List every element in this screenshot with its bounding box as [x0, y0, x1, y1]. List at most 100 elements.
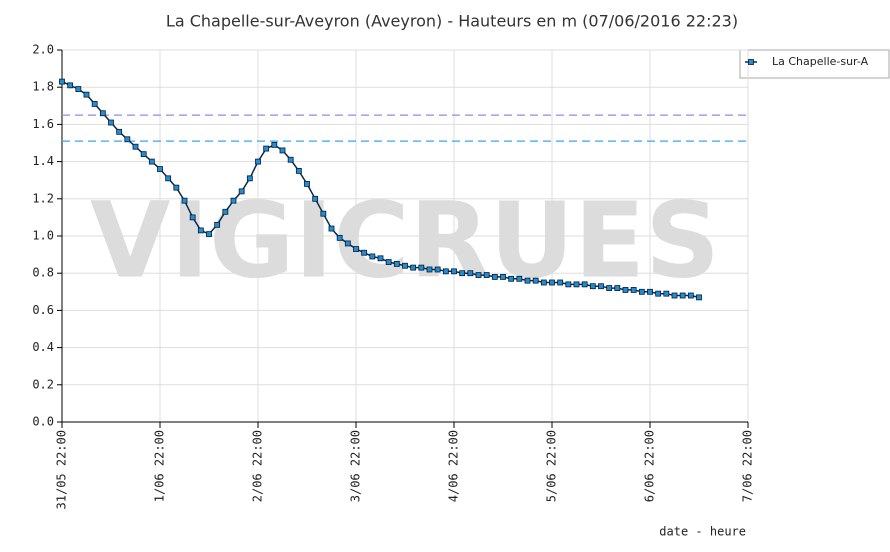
y-tick-label: 0.6	[32, 303, 54, 317]
data-point	[622, 287, 629, 293]
data-point	[467, 270, 474, 277]
data-point	[124, 136, 131, 143]
data-point	[500, 274, 506, 280]
data-point	[614, 285, 621, 291]
data-point	[532, 277, 539, 284]
data-point	[271, 141, 278, 148]
y-tick-label: 1.0	[32, 229, 54, 243]
data-point	[99, 110, 106, 117]
data-point	[516, 275, 523, 282]
data-point	[238, 188, 245, 195]
data-point	[459, 270, 466, 277]
data-point	[173, 184, 180, 191]
data-point	[83, 91, 90, 98]
data-point	[491, 274, 498, 280]
data-point	[361, 249, 368, 256]
data-point	[573, 281, 580, 288]
data-point	[638, 288, 645, 295]
data-point	[222, 208, 229, 215]
data-point	[696, 294, 702, 301]
data-point	[647, 288, 653, 295]
legend-label: La Chapelle-sur-A	[772, 55, 869, 68]
data-point	[451, 268, 457, 275]
data-point	[157, 166, 163, 172]
data-point	[165, 175, 172, 182]
data-point	[687, 292, 694, 299]
data-point	[524, 277, 531, 284]
data-point	[475, 272, 482, 278]
data-point	[679, 292, 686, 299]
data-point	[148, 158, 155, 165]
data-point	[663, 290, 670, 297]
data-point	[418, 264, 425, 271]
y-tick-label: 0.2	[32, 377, 54, 391]
x-tick-label: 4/06 22:00	[447, 430, 461, 502]
data-point	[336, 234, 343, 241]
data-point	[483, 272, 490, 278]
data-point	[287, 156, 294, 163]
x-axis-label: date - heure	[659, 525, 746, 539]
data-point	[393, 260, 400, 267]
data-point	[189, 214, 196, 221]
data-point	[263, 145, 270, 152]
x-tick-label: 3/06 22:00	[349, 430, 363, 502]
data-point	[369, 253, 376, 260]
data-point	[442, 268, 449, 275]
y-tick-label: 1.6	[32, 117, 54, 131]
data-point	[140, 151, 147, 158]
chart-title: La Chapelle-sur-Aveyron (Aveyron) - Haut…	[166, 12, 738, 31]
data-point	[108, 119, 114, 126]
data-point	[344, 240, 351, 247]
data-point	[214, 221, 221, 228]
data-point	[91, 101, 98, 107]
data-point	[304, 181, 310, 187]
data-point	[598, 283, 604, 290]
x-tick-label: 6/06 22:00	[643, 430, 657, 502]
y-tick-label: 1.8	[32, 80, 54, 94]
data-point	[312, 195, 319, 202]
data-point	[540, 279, 547, 286]
x-tick-label: 31/05 22:00	[55, 430, 69, 509]
x-tick-label: 1/06 22:00	[153, 430, 167, 502]
data-point	[377, 255, 384, 262]
data-point	[197, 227, 204, 234]
data-point	[116, 128, 123, 135]
x-tick-label: 5/06 22:00	[545, 430, 559, 502]
data-point	[246, 175, 253, 182]
data-point	[385, 259, 392, 265]
x-tick-label: 2/06 22:00	[251, 430, 265, 502]
data-point	[589, 283, 596, 290]
data-point	[671, 292, 678, 299]
data-point	[59, 78, 65, 85]
y-tick-label: 0.0	[32, 415, 54, 429]
y-tick-label: 0.8	[32, 266, 54, 280]
data-point	[508, 275, 515, 282]
watermark: VIGICRUES	[90, 179, 720, 301]
legend	[739, 49, 890, 79]
data-point	[606, 285, 613, 291]
data-point	[295, 167, 302, 174]
data-point	[655, 290, 662, 297]
x-tick-label: 7/06 22:00	[741, 430, 755, 502]
legend-swatch	[748, 59, 754, 65]
data-point	[206, 231, 212, 238]
data-point	[353, 246, 359, 252]
data-point	[328, 225, 335, 232]
data-point	[75, 86, 82, 92]
data-point	[230, 197, 237, 204]
y-tick-label: 1.4	[32, 154, 54, 168]
data-point	[557, 279, 564, 286]
data-point	[132, 143, 139, 150]
data-point	[320, 210, 327, 217]
data-point	[549, 279, 555, 286]
data-point	[581, 281, 588, 288]
data-point	[402, 262, 408, 269]
data-point	[410, 264, 417, 271]
data-point	[426, 266, 433, 273]
data-point	[279, 147, 286, 154]
data-point	[565, 281, 572, 288]
y-tick-label: 0.4	[32, 340, 54, 354]
data-point	[630, 287, 637, 293]
data-point	[434, 266, 441, 273]
y-tick-label: 2.0	[32, 43, 54, 57]
